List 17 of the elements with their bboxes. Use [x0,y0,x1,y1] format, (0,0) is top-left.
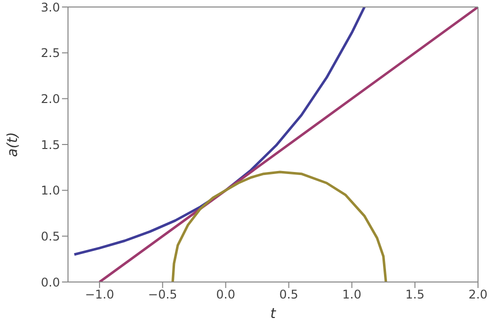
x-tick-label: 1.5 [405,288,424,302]
y-tick-label: 1.5 [40,138,60,152]
y-tick-label: 3.0 [40,0,60,14]
x-tick-label: 0.5 [279,288,298,302]
x-tick-label: −1.0 [84,288,114,302]
x-tick-label: 2.0 [468,288,488,302]
line-series [171,170,388,282]
y-tick-label: 0.5 [40,229,60,244]
y-axis-title: a(t) [4,132,21,157]
y-tick-label: 0.0 [40,275,60,290]
x-tick-label: −0.5 [148,288,178,302]
y-tick-label: 1.0 [40,184,60,198]
x-tick-label: 0.0 [216,288,236,302]
x-axis-title: t [270,306,276,322]
x-tick-label: 1.0 [342,288,362,302]
y-tick-label: 2.5 [40,46,60,60]
y-tick-label: 2.0 [40,92,60,106]
